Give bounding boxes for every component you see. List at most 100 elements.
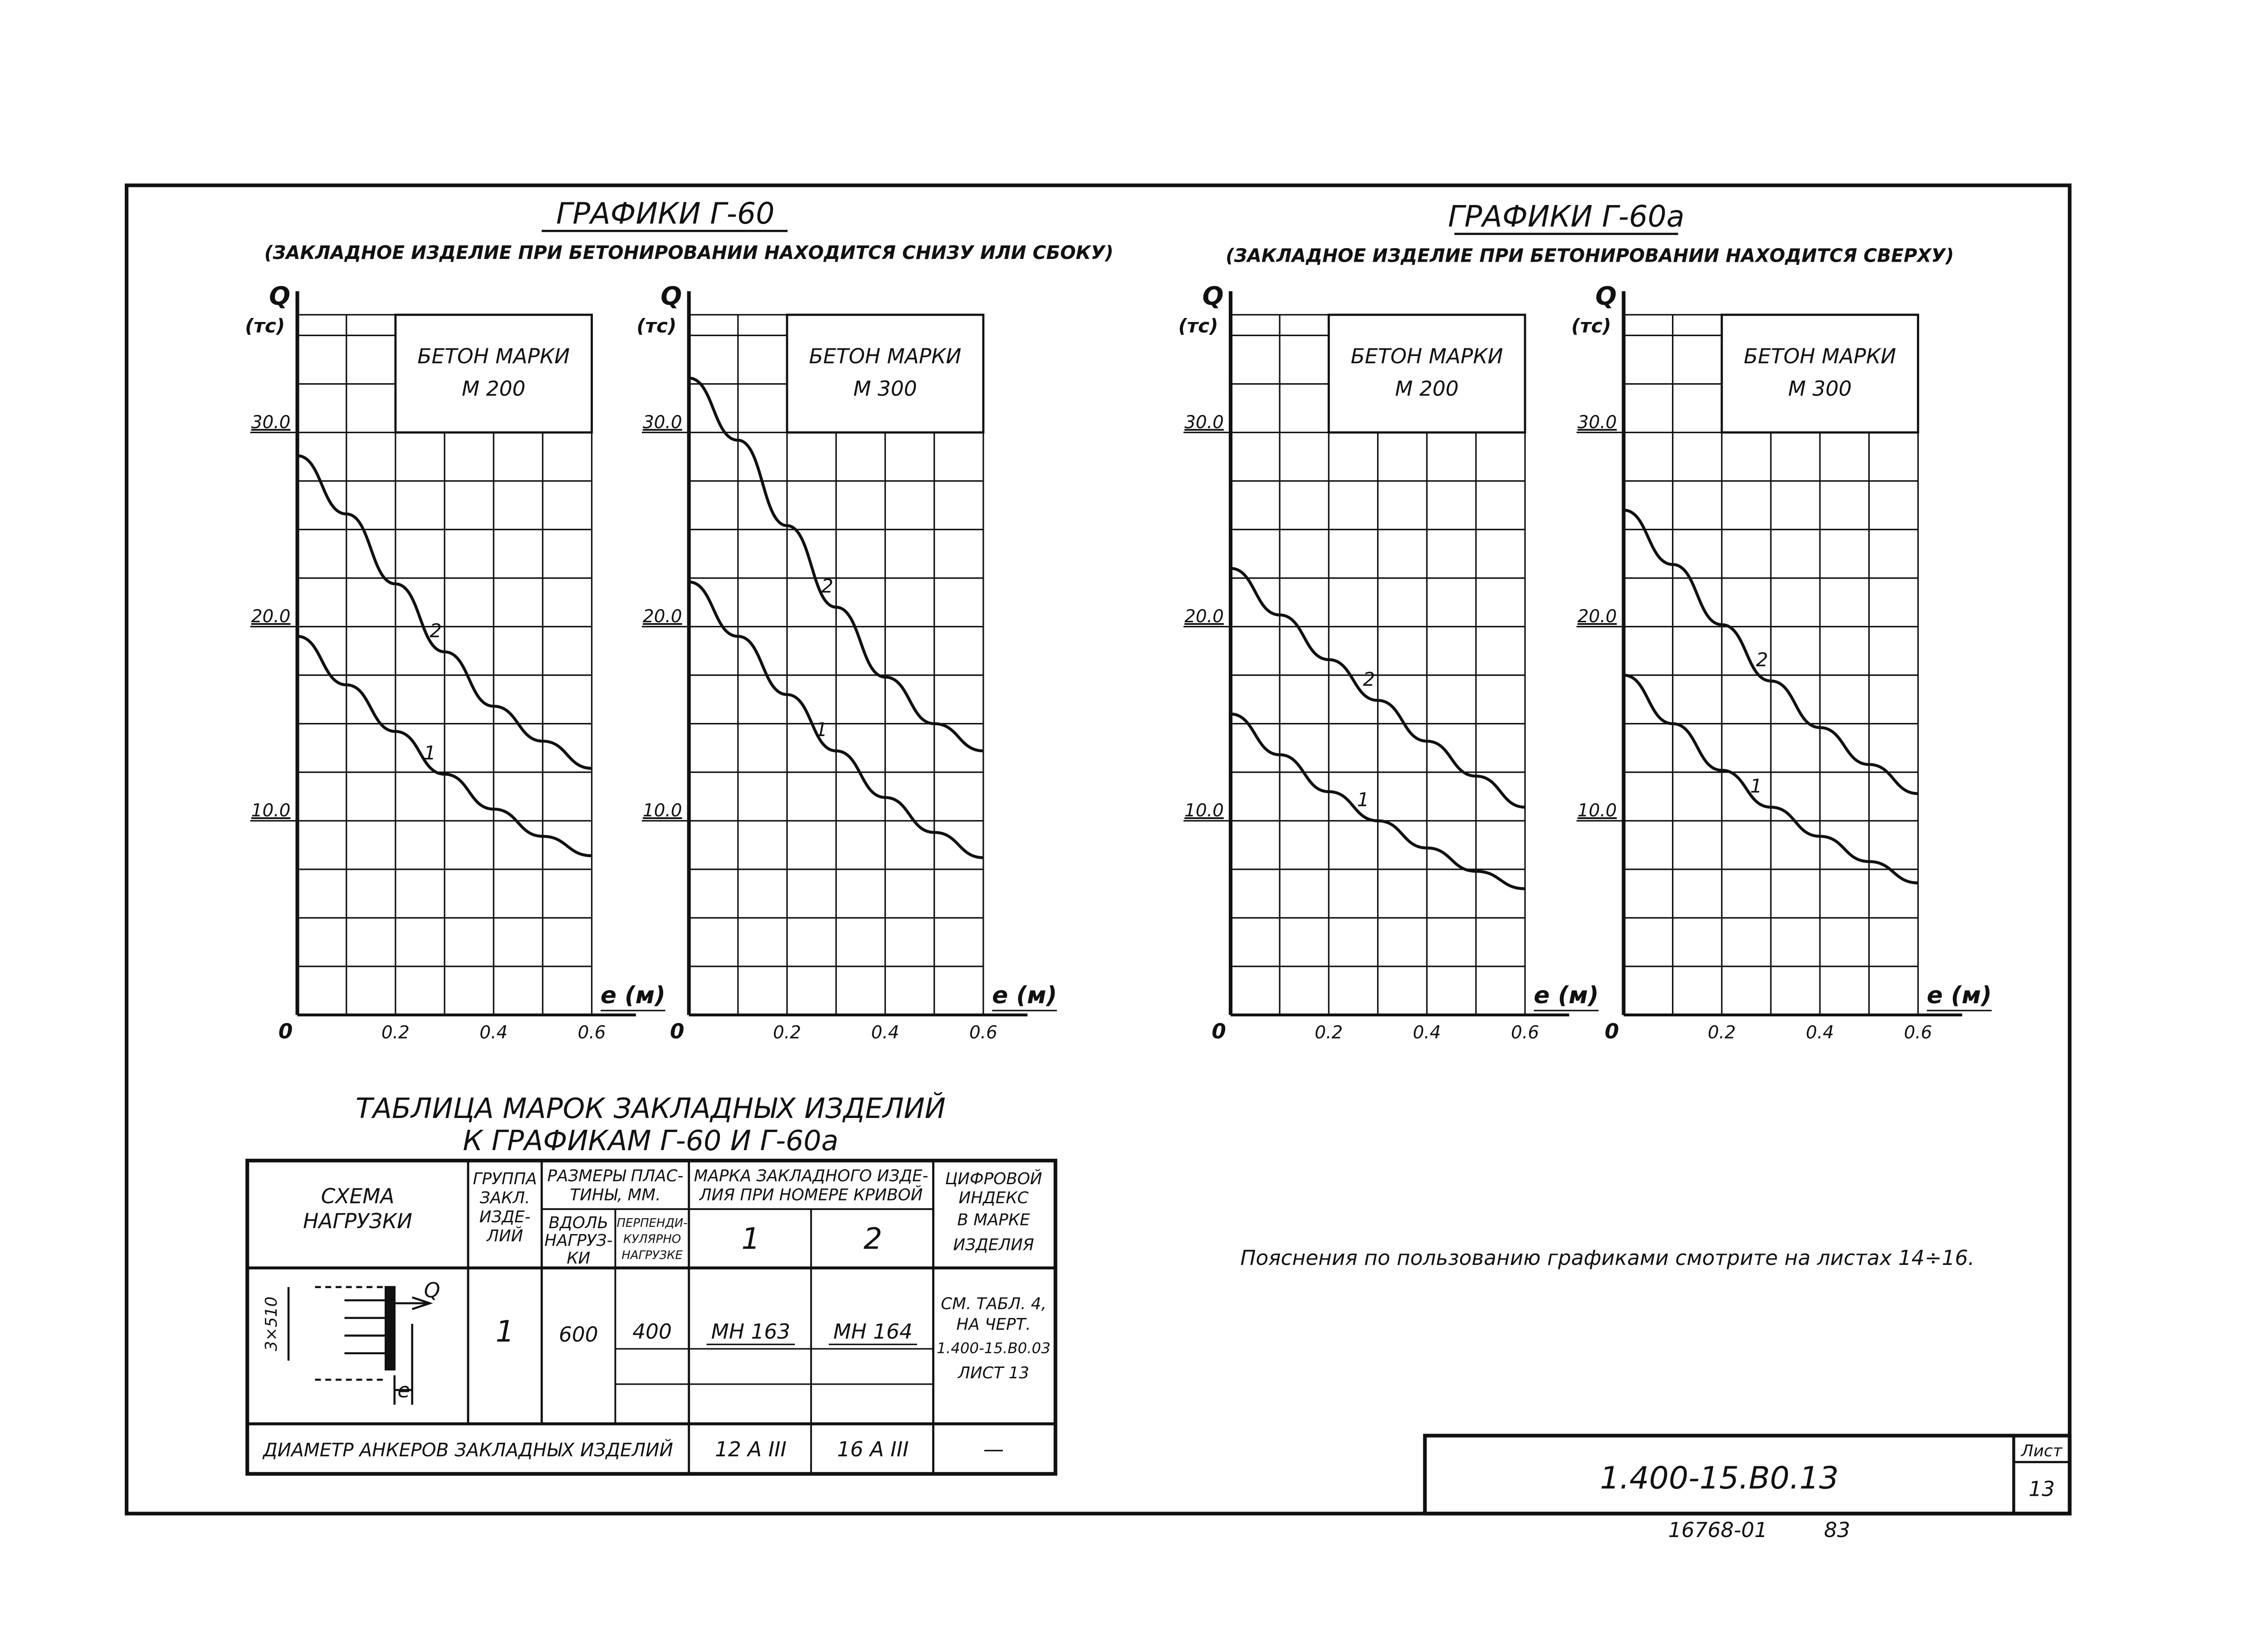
x-tick-label: 0.6 xyxy=(1904,1023,1932,1043)
h-perp-1: ПЕРПЕНДИ- xyxy=(617,1216,688,1230)
h-index-4: ИЗДЕЛИЯ xyxy=(953,1236,1034,1254)
y-axis-unit: (тс) xyxy=(1178,315,1218,337)
curve-2 xyxy=(1623,508,1918,796)
x-tick-label: 0 xyxy=(1212,1020,1226,1044)
curve-label-2: 2 xyxy=(430,620,442,642)
grade-box-value: М 200 xyxy=(1395,376,1459,400)
y-axis-label: Q xyxy=(1595,282,1617,311)
chart-2: БЕТОН МАРКИ М 300 Q (тс) e (м) 0 0.2 0.4 0.6 10.0… xyxy=(636,282,1057,1043)
usage-note: Пояснения по пользованию графиками смотр… xyxy=(1240,1246,1975,1270)
table-header-mark: МАРКА ЗАКЛАДНОГО ИЗДЕ- ЛИЯ ПРИ НОМЕРЕ КР… xyxy=(694,1167,929,1256)
curve-2 xyxy=(689,376,983,752)
chart-4: БЕТОН МАРКИ М 300 Q (тс) e (м) 0 0.2 0.4 0.6 10.0… xyxy=(1571,282,1992,1043)
drawing-code: 1.400-15.В0.13 xyxy=(1600,1460,1838,1496)
scheme-e-label: e xyxy=(397,1378,410,1402)
y-tick-label: 20.0 xyxy=(1184,606,1224,627)
y-tick-label: 20.0 xyxy=(251,606,291,627)
h-curve-1: 1 xyxy=(741,1222,760,1256)
h-group-4: ЛИЙ xyxy=(486,1226,523,1245)
sheet-number: 13 xyxy=(2028,1477,2055,1501)
grade-box-label: БЕТОН МАРКИ xyxy=(417,344,570,368)
graphs-left-title: ГРАФИКИ Г-60 xyxy=(556,197,774,231)
graphs-right-title: ГРАФИКИ Г-60а xyxy=(1448,200,1684,234)
scheme-q-label: Q xyxy=(424,1279,440,1303)
x-tick-label: 0.6 xyxy=(1511,1023,1539,1043)
y-axis-unit: (тс) xyxy=(245,315,285,337)
h-scheme-1: СХЕМА xyxy=(321,1184,395,1208)
load-scheme-sketch xyxy=(287,1286,433,1405)
archive-suffix: 83 xyxy=(1824,1518,1850,1542)
table-header-group: ГРУППА ЗАКЛ. ИЗДЕ- ЛИЙ xyxy=(473,1170,537,1245)
row-along: 600 xyxy=(559,1323,598,1347)
x-tick-label: 0.2 xyxy=(1708,1023,1736,1043)
y-tick-label: 30.0 xyxy=(1184,412,1224,433)
grade-box xyxy=(786,313,985,434)
x-axis-label: e (м) xyxy=(1534,982,1598,1009)
curve-label-2: 2 xyxy=(1363,668,1375,690)
y-axis-unit: (тс) xyxy=(636,315,676,337)
curve-label-2: 2 xyxy=(821,575,833,597)
y-tick-label: 10.0 xyxy=(1578,800,1617,821)
x-tick-label: 0 xyxy=(670,1020,684,1044)
y-tick-label: 30.0 xyxy=(251,412,291,433)
h-along-2: НАГРУЗ- xyxy=(544,1231,612,1250)
row-index-2: НА ЧЕРТ. xyxy=(956,1315,1031,1334)
h-group-2: ЗАКЛ. xyxy=(480,1189,530,1207)
row-perp: 400 xyxy=(632,1319,672,1343)
x-tick-label: 0.6 xyxy=(969,1023,997,1043)
y-axis-label: Q xyxy=(660,282,682,311)
curve-label-1: 1 xyxy=(1357,788,1369,810)
x-axis-label: e (м) xyxy=(992,982,1057,1009)
x-axis-label: e (м) xyxy=(1927,982,1992,1009)
diam-index: — xyxy=(983,1437,1004,1461)
grade-box-value: М 200 xyxy=(462,376,525,400)
curve-label-1: 1 xyxy=(1750,775,1762,797)
title-block-frame xyxy=(1423,1434,2072,1516)
scheme-dim-label: 3×510 xyxy=(262,1297,281,1352)
grade-box xyxy=(394,313,593,434)
curve-label-1: 1 xyxy=(424,742,436,764)
table-outline xyxy=(245,1158,1057,1476)
grade-box-value: М 300 xyxy=(853,376,917,400)
x-tick-label: 0.4 xyxy=(1413,1023,1441,1043)
row-index-4: ЛИСТ 13 xyxy=(957,1364,1029,1382)
curve-label-1: 1 xyxy=(815,718,827,741)
row-mark-1: МН 163 xyxy=(711,1319,790,1343)
y-tick-label: 10.0 xyxy=(643,800,682,821)
h-scheme-2: НАГРУЗКИ xyxy=(303,1209,412,1233)
curve-label-2: 2 xyxy=(1756,649,1768,671)
x-tick-label: 0 xyxy=(279,1020,293,1044)
archive-number: 16768-01 xyxy=(1668,1518,1768,1542)
chart-3: БЕТОН МАРКИ М 200 Q (тс) e (м) 0 0.2 0.4 0.6 10.0… xyxy=(1178,282,1599,1043)
x-tick-label: 0.2 xyxy=(773,1023,801,1043)
h-group-3: ИЗДЕ- xyxy=(479,1208,531,1226)
h-along-3: КИ xyxy=(567,1249,590,1268)
table-header-index: ЦИФРОВОЙ ИНДЕКС В МАРКЕ ИЗДЕЛИЯ xyxy=(945,1169,1042,1254)
grade-box xyxy=(1721,313,1919,434)
curve-1 xyxy=(1230,713,1525,890)
table-title-line-2: К ГРАФИКАМ Г-60 И Г-60а xyxy=(463,1124,838,1157)
x-tick-label: 0.4 xyxy=(1806,1023,1834,1043)
y-tick-label: 10.0 xyxy=(251,800,291,821)
marks-table xyxy=(245,1158,1057,1476)
graphs-left-subtitle: (ЗАКЛАДНОЕ ИЗДЕЛИЕ ПРИ БЕТОНИРОВАНИИ НАХ… xyxy=(264,242,1114,264)
x-axis-label: e (м) xyxy=(601,982,665,1009)
table-title-line-1: ТАБЛИЦА МАРОК ЗАКЛАДНЫХ ИЗДЕЛИЙ xyxy=(356,1091,946,1125)
y-tick-label: 20.0 xyxy=(1578,606,1617,627)
sheet-label: Лист xyxy=(2020,1442,2063,1460)
h-perp-3: НАГРУЗКЕ xyxy=(621,1249,683,1262)
grade-box-label: БЕТОН МАРКИ xyxy=(809,344,962,368)
h-curve-2: 2 xyxy=(864,1222,882,1256)
x-tick-label: 0.6 xyxy=(578,1023,606,1043)
curve-1 xyxy=(1623,674,1918,884)
h-index-1: ЦИФРОВОЙ xyxy=(945,1169,1042,1188)
y-axis-label: Q xyxy=(269,282,290,311)
row-mark-2: МН 164 xyxy=(833,1319,912,1343)
y-tick-label: 30.0 xyxy=(643,412,682,433)
x-tick-label: 0.4 xyxy=(871,1023,899,1043)
row-group: 1 xyxy=(495,1315,514,1349)
x-tick-label: 0.4 xyxy=(479,1023,508,1043)
